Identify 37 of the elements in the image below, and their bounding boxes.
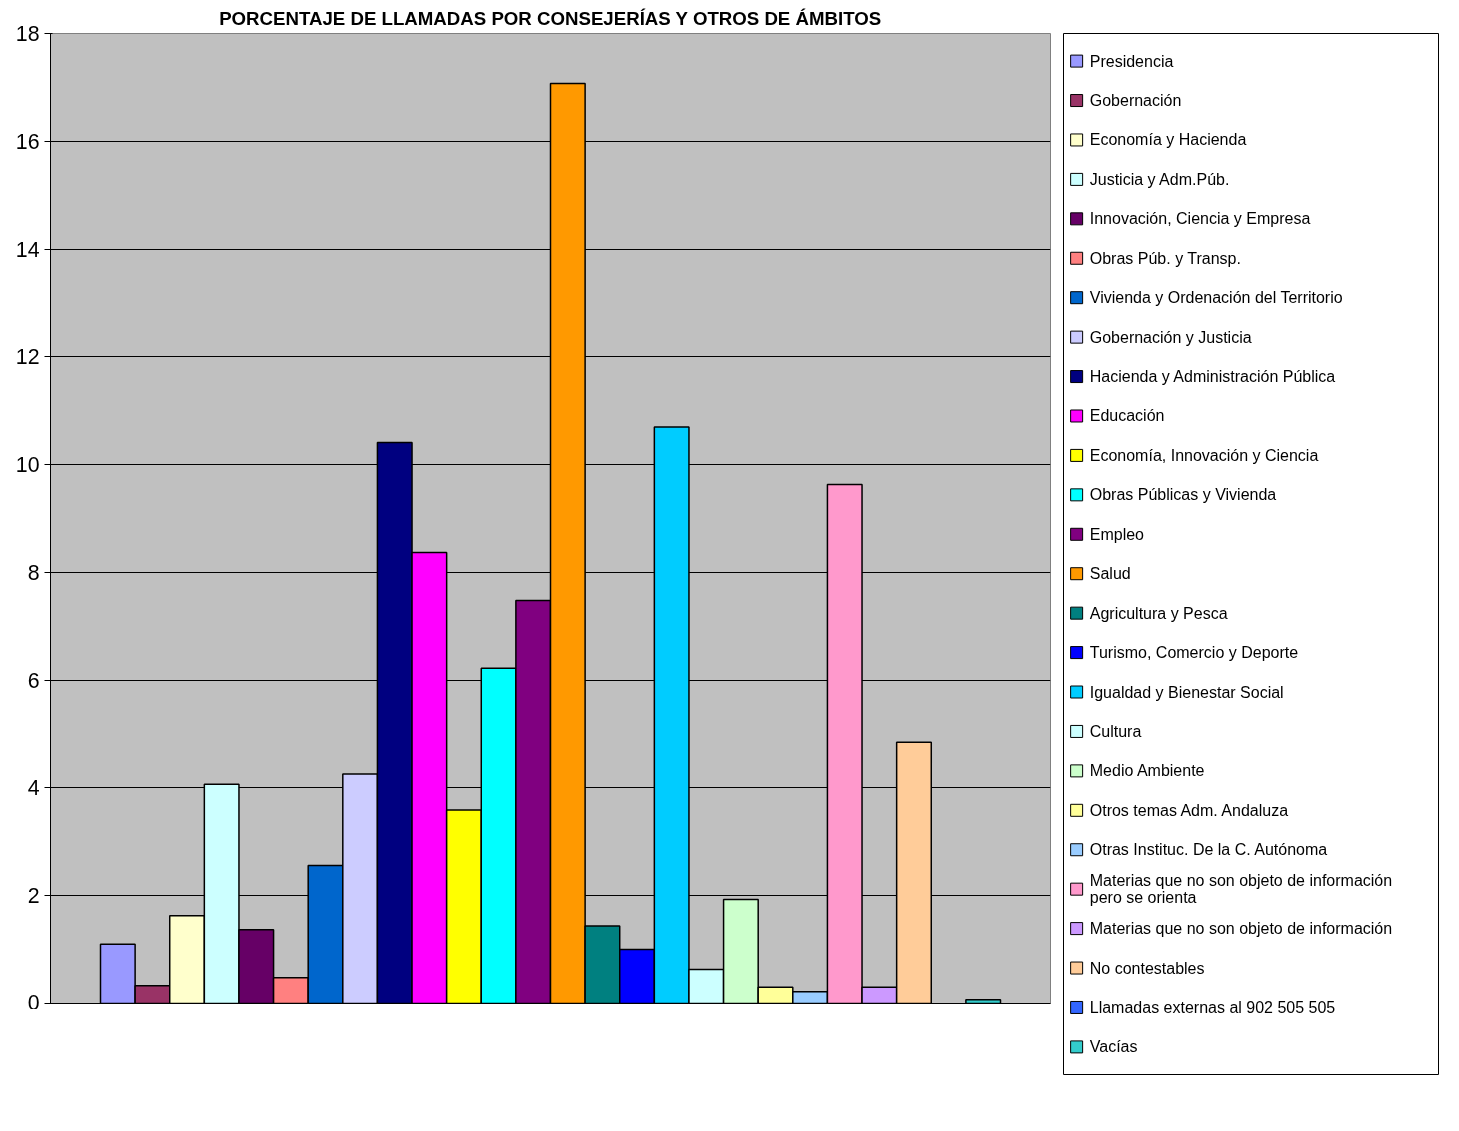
legend-label: No contestables (1089, 959, 1205, 977)
y-tick-label: 6 (27, 668, 40, 693)
y-tick-label: 14 (15, 237, 40, 262)
y-tick-label: 4 (27, 776, 40, 801)
y-tick-label: 2 (27, 884, 40, 909)
legend-label: Vacías (1089, 1038, 1138, 1056)
legend-label: Vivienda y Ordenación del Territorio (1089, 289, 1343, 307)
y-tick-label: 16 (15, 129, 40, 154)
legend-label: Hacienda y Administración Pública (1089, 368, 1336, 386)
legend-label: Gobernación y Justicia (1089, 328, 1252, 346)
y-tick-label: 12 (15, 345, 40, 370)
legend-label: Gobernación (1089, 92, 1182, 110)
legend-label: Agricultura y Pesca (1089, 604, 1228, 622)
legend-label: Materias que no son objeto de información pero se orienta (1089, 872, 1393, 907)
legend-label: Medio Ambiente (1089, 762, 1205, 780)
legend-label: Turismo, Comercio y Deporte (1089, 644, 1299, 662)
legend-label: Salud (1089, 565, 1131, 583)
y-tick-label: 18 (15, 22, 40, 46)
legend-label: Economía, Innovación y Ciencia (1089, 446, 1319, 464)
legend-label: Obras Públicas y Vivienda (1089, 486, 1277, 504)
legend-label: Empleo (1089, 525, 1145, 543)
legend-label: Educación (1089, 407, 1165, 425)
chart-title: PORCENTAJE DE LLAMADAS POR CONSEJERÍAS Y OTROS DE ÁMBITOS (219, 7, 882, 29)
legend-label: Otras Instituc. De la C. Autónoma (1089, 841, 1328, 859)
legend-label: Obras Púb. y Transp. (1089, 249, 1241, 267)
legend-label: Innovación, Ciencia y Empresa (1089, 210, 1311, 228)
legend-label: Materias que no son objeto de información (1089, 920, 1393, 938)
legend-label: Justicia y Adm.Púb. (1089, 170, 1230, 188)
legend-label: Llamadas externas al 902 505 505 (1089, 998, 1336, 1016)
legend-label: Presidencia (1089, 52, 1174, 70)
legend-label: Igualdad y Bienestar Social (1089, 683, 1284, 701)
legend-label: Otros temas Adm. Andaluza (1089, 801, 1289, 819)
y-tick-label: 0 (27, 990, 40, 1015)
legend-label: Economía y Hacienda (1089, 131, 1247, 149)
y-tick-label: 8 (27, 560, 40, 585)
legend-label: Cultura (1089, 722, 1142, 740)
y-tick-label: 10 (15, 453, 40, 478)
